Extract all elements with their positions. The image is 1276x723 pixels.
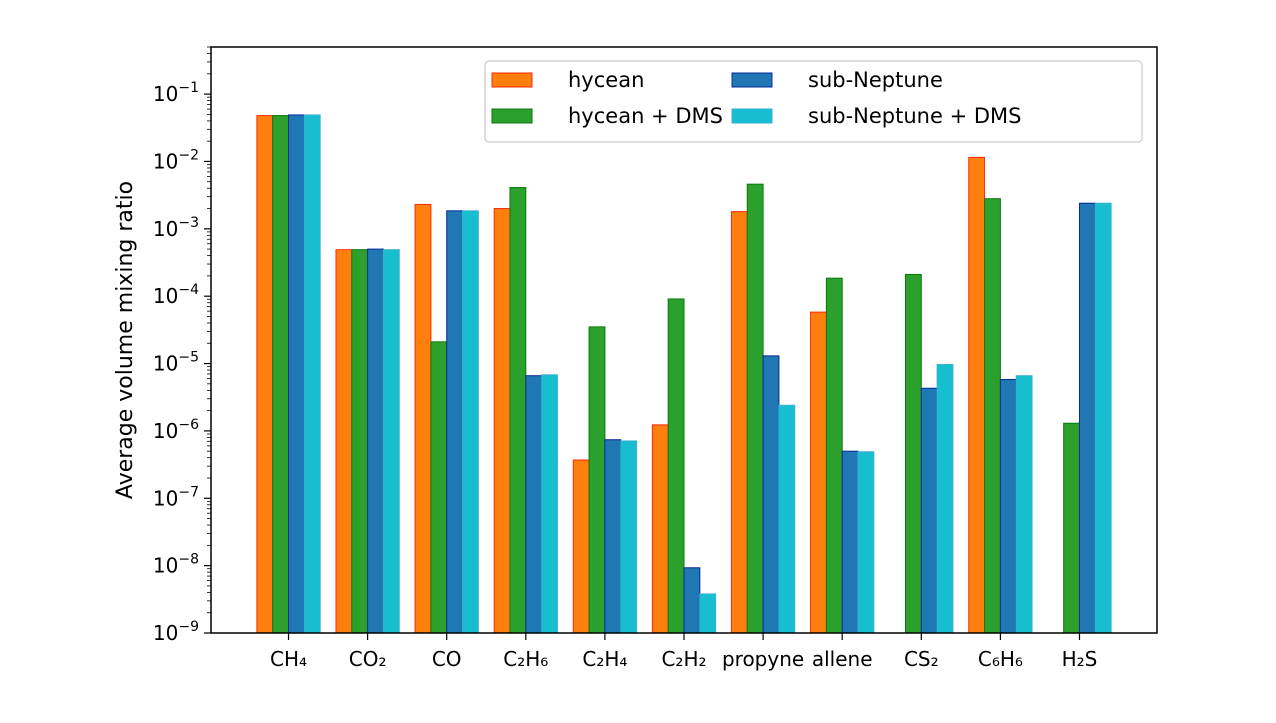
bar	[699, 593, 717, 634]
bar	[904, 273, 922, 634]
bar	[936, 363, 954, 634]
x-tick-label: C₆H₆	[978, 647, 1023, 671]
y-tick-label: 10−3	[153, 215, 199, 241]
legend-box	[484, 60, 1143, 143]
bar	[857, 451, 875, 634]
y-tick-label: 10−1	[153, 80, 199, 106]
x-tick-label: CO₂	[349, 647, 387, 671]
x-tick-label: propyne	[722, 647, 804, 671]
y-tick-label: 10−6	[153, 417, 199, 443]
bar	[1094, 202, 1112, 634]
x-tick-label: CO	[432, 647, 462, 671]
y-tick-label: 10−5	[153, 350, 199, 376]
legend-label: sub-Neptune	[808, 68, 943, 92]
legend-swatch	[491, 108, 533, 124]
bar	[1015, 375, 1033, 634]
x-tick-label: H₂S	[1062, 647, 1098, 671]
bar	[430, 341, 448, 634]
bar	[730, 211, 748, 634]
bar	[272, 115, 290, 634]
bar	[335, 249, 353, 634]
legend-label: hycean	[568, 68, 644, 92]
x-tick-label: C₂H₆	[503, 647, 548, 671]
y-axis: 10−9 10−8 10−7 10−6 10−5 10−4 10−3 10−2 10−1	[153, 46, 211, 645]
bar	[920, 387, 938, 634]
x-tick-label: C₂H₄	[582, 647, 627, 671]
y-tick-label: 10−8	[153, 552, 199, 578]
y-tick-label: 10−4	[153, 282, 199, 308]
bar	[620, 440, 638, 634]
legend-swatch	[731, 72, 773, 88]
bar	[509, 187, 527, 634]
bar	[984, 198, 1001, 634]
legend-swatch	[491, 72, 533, 88]
bar	[762, 355, 780, 634]
legend: hycean hycean + DMS sub-Neptune sub-Neptune…	[484, 60, 1143, 143]
bar	[541, 374, 558, 634]
bar	[288, 114, 305, 634]
bar	[778, 404, 796, 634]
bar	[588, 326, 606, 634]
x-tick-label: CS₂	[904, 647, 939, 671]
bar	[256, 115, 274, 634]
bar	[746, 183, 764, 634]
bar	[446, 210, 464, 634]
bar	[382, 249, 400, 634]
bar	[414, 203, 432, 634]
bar	[493, 208, 511, 634]
bar	[683, 567, 701, 634]
bar	[351, 249, 369, 634]
x-tick-label: C₂H₂	[661, 647, 706, 671]
bar	[667, 298, 685, 634]
bar	[525, 375, 543, 634]
x-tick-label: allene	[812, 647, 873, 671]
bar	[1078, 202, 1096, 634]
bar	[303, 114, 321, 634]
bar	[651, 424, 669, 634]
y-tick-label: 10−2	[153, 147, 199, 173]
y-axis-label: Average volume mixing ratio	[113, 181, 138, 499]
bar	[572, 459, 590, 634]
y-tick-label: 10−9	[153, 619, 199, 645]
bar	[462, 210, 479, 634]
bars-layer	[256, 114, 1112, 634]
legend-label: hycean + DMS	[568, 104, 723, 128]
legend-swatch	[731, 108, 773, 124]
bar	[604, 439, 622, 634]
bar	[999, 378, 1017, 634]
y-tick-label: 10−7	[153, 484, 199, 510]
bar	[825, 277, 843, 634]
bar	[810, 311, 827, 634]
bar	[367, 248, 384, 634]
x-tick-label: CH₄	[270, 647, 307, 671]
bar	[968, 156, 986, 634]
legend-label: sub-Neptune + DMS	[808, 104, 1021, 128]
bar	[841, 450, 859, 634]
bar	[1063, 422, 1080, 634]
x-axis: CH₄ CO₂ CO C₂H₆ C₂H₄ C₂H₂ propyne allene CS₂ C₆H₆…	[270, 633, 1097, 671]
